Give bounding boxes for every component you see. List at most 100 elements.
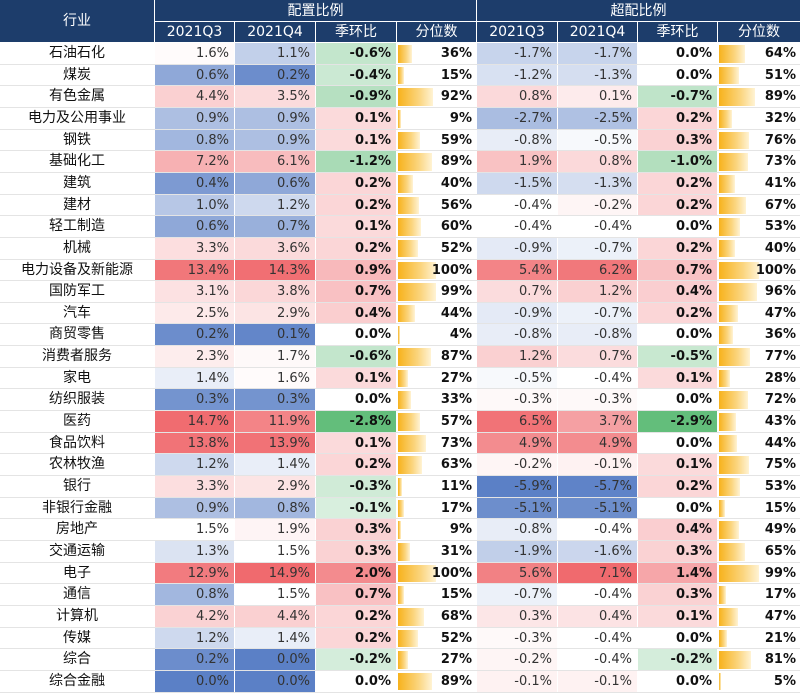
allocation-percentile-cell: 100% <box>396 562 476 585</box>
percentile-bar <box>398 391 411 410</box>
allocation-q4-cell: 14.3% <box>234 259 315 282</box>
row-divider <box>0 301 800 303</box>
row-divider <box>0 669 800 671</box>
allocation-q3-cell: 2.3% <box>154 346 234 368</box>
allocation-q4-cell: 3.6% <box>234 237 315 260</box>
overweight-percentile-cell: 47% <box>717 302 800 325</box>
overweight-percentile-cell: 17% <box>717 584 800 606</box>
percentile-bar <box>398 413 420 431</box>
overweight-q3-cell: 1.9% <box>476 151 557 173</box>
industry-name: 电子 <box>63 564 91 581</box>
overweight-q3-cell: 1.2% <box>476 346 557 368</box>
percentile-bar <box>398 478 403 496</box>
allocation-q4-cell: 1.9% <box>234 519 315 541</box>
allocation-change-cell: -2.8% <box>315 411 396 433</box>
percentile-value: 96% <box>764 284 796 300</box>
allocation-percentile-cell: 33% <box>396 389 476 412</box>
industry-name: 基础化工 <box>49 153 105 170</box>
table-row: 轻工制造 0.6% 0.7% 0.1% 60% -0.4% -0.4% 0.0% 53% <box>0 216 800 238</box>
percentile-value: 64% <box>764 46 796 61</box>
allocation-q3-cell: 4.2% <box>154 605 234 628</box>
allocation-q3-cell: 0.0% <box>154 670 234 693</box>
overweight-q4-cell: -5.7% <box>557 476 637 498</box>
percentile-bar <box>398 196 420 215</box>
allocation-q4-cell: 0.6% <box>234 172 315 195</box>
allocation-percentile-cell: 4% <box>396 324 476 347</box>
percentile-bar <box>719 326 734 345</box>
percentile-bar <box>398 348 432 366</box>
percentile-bar <box>398 586 404 604</box>
row-divider <box>0 128 800 130</box>
overweight-percentile-cell: 72% <box>717 389 800 412</box>
overweight-change-cell: 0.3% <box>637 584 717 606</box>
overweight-percentile-cell: 76% <box>717 129 800 152</box>
table-row: 银行 3.3% 2.9% -0.3% 11% -5.9% -5.7% 0.2% 53% <box>0 476 800 498</box>
percentile-bar <box>719 218 741 236</box>
overweight-q4-cell: -0.7% <box>557 237 637 260</box>
percentile-value: 100% <box>755 262 796 278</box>
percentile-value: 77% <box>764 349 796 365</box>
overweight-change-cell: 0.0% <box>637 497 717 520</box>
allocation-q3-cell: 12.9% <box>154 562 234 585</box>
overweight-q4-cell: -1.7% <box>557 43 637 65</box>
overweight-q4-cell: -2.5% <box>557 107 637 130</box>
row-divider <box>0 63 800 65</box>
percentile-value: 67% <box>764 197 796 213</box>
allocation-q4-cell: 6.1% <box>234 151 315 173</box>
percentile-bar <box>719 88 755 106</box>
overweight-q3-cell: -0.3% <box>476 389 557 412</box>
table-row: 计算机 4.2% 4.4% 0.2% 68% 0.3% 0.4% 0.1% 47% <box>0 605 800 628</box>
overweight-percentile-cell: 53% <box>717 216 800 238</box>
industry-name: 汽车 <box>63 304 91 321</box>
percentile-value: 100% <box>431 262 472 278</box>
overweight-change-cell: 0.1% <box>637 605 717 628</box>
percentile-value: 89% <box>440 673 472 689</box>
percentile-bar <box>719 564 759 583</box>
allocation-q3-cell: 3.1% <box>154 281 234 303</box>
industry-name: 房地产 <box>56 521 98 538</box>
industry-name: 有色金属 <box>49 88 105 105</box>
allocation-change-cell: -0.1% <box>315 497 396 520</box>
table-row: 综合金融 0.0% 0.0% 0.0% 89% -0.1% -0.1% 0.0% 5% <box>0 670 800 693</box>
percentile-value: 81% <box>764 652 796 668</box>
overweight-change-cell: 0.0% <box>637 432 717 455</box>
allocation-q3-cell: 0.6% <box>154 64 234 87</box>
overweight-percentile-cell: 99% <box>717 562 800 585</box>
overweight-q4-cell: -0.2% <box>557 194 637 217</box>
percentile-bar <box>719 478 741 496</box>
overweight-change-cell: 0.2% <box>637 107 717 130</box>
percentile-value: 73% <box>764 154 796 170</box>
overweight-percentile-cell: 96% <box>717 281 800 303</box>
percentile-value: 15% <box>440 67 472 83</box>
overweight-change-cell: 0.0% <box>637 43 717 65</box>
percentile-value: 100% <box>431 565 472 581</box>
overweight-percentile-cell: 40% <box>717 237 800 260</box>
percentile-value: 65% <box>764 543 796 559</box>
overweight-q4-cell: 1.2% <box>557 281 637 303</box>
allocation-q3-cell: 0.9% <box>154 497 234 520</box>
overweight-q4-cell: 7.1% <box>557 562 637 585</box>
overweight-percentile-cell: 5% <box>717 670 800 693</box>
row-divider <box>0 496 800 498</box>
row-divider <box>0 106 800 108</box>
percentile-value: 73% <box>440 435 472 451</box>
row-divider <box>0 648 800 650</box>
percentile-value: 89% <box>440 154 472 170</box>
industry-name: 钢铁 <box>63 131 91 148</box>
allocation-percentile-cell: 57% <box>396 411 476 433</box>
allocation-q4-cell: 1.5% <box>234 584 315 606</box>
overweight-q4-cell: -0.4% <box>557 627 637 650</box>
header-col: 2021Q3 <box>154 22 234 43</box>
percentile-bar <box>398 456 422 474</box>
industry-name: 建筑 <box>63 174 91 191</box>
percentile-value: 76% <box>764 132 796 148</box>
allocation-q4-cell: 1.5% <box>234 540 315 563</box>
overweight-percentile-cell: 28% <box>717 367 800 390</box>
industry-name: 交通运输 <box>49 542 105 559</box>
overweight-q4-cell: -5.1% <box>557 497 637 520</box>
industry-name: 传媒 <box>63 629 91 646</box>
industry-name: 消费者服务 <box>42 348 112 365</box>
percentile-value: 41% <box>764 175 796 191</box>
overweight-q3-cell: -0.5% <box>476 367 557 390</box>
percentile-bar <box>719 153 749 171</box>
